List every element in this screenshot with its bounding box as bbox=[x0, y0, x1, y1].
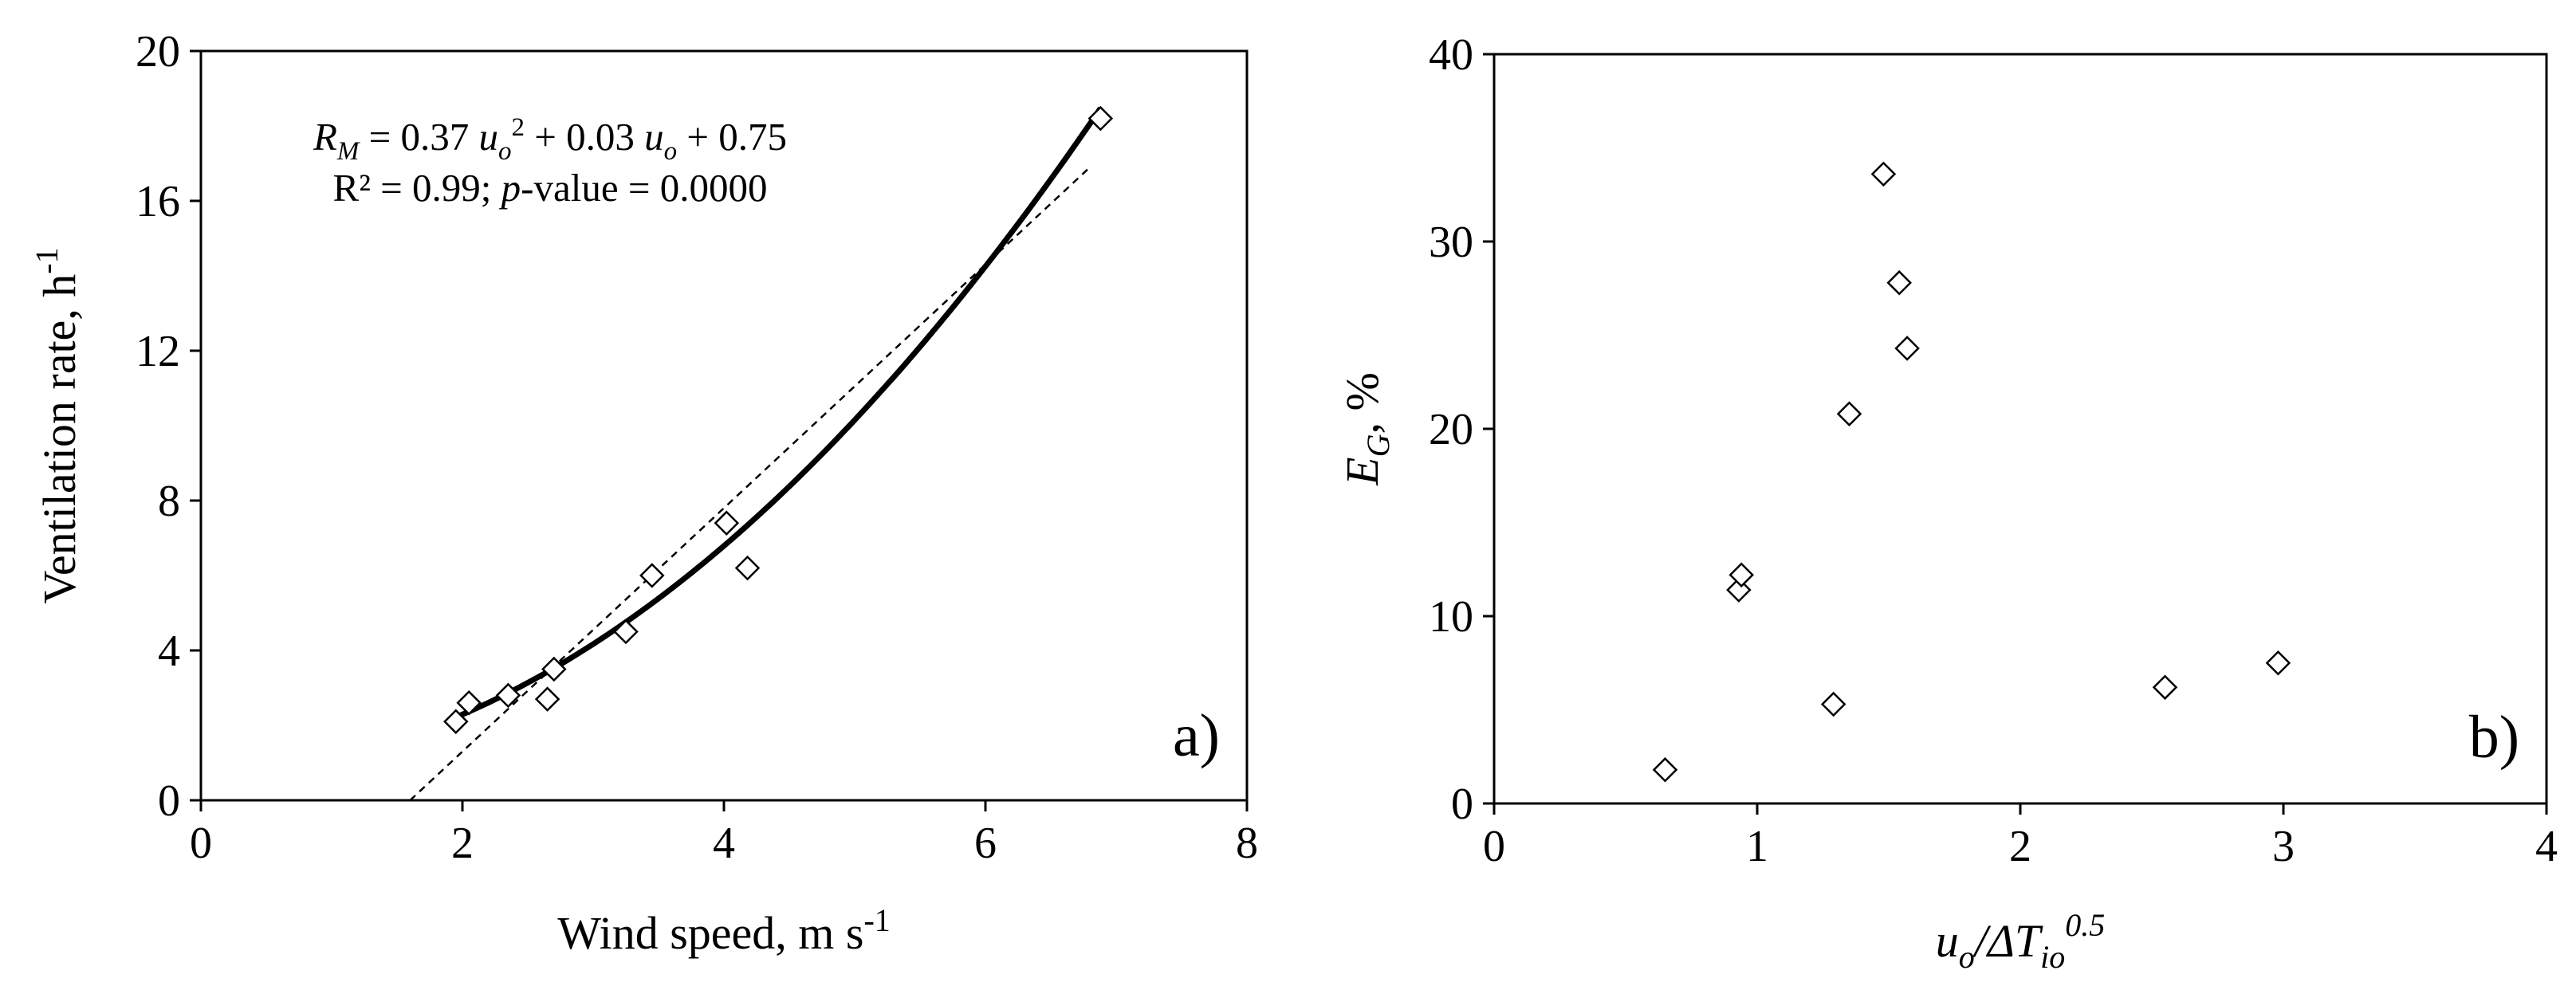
y-ticks-b: 0 10 20 30 40 bbox=[1429, 30, 1494, 829]
y-tick-label: 0 bbox=[158, 776, 180, 826]
y-tick-label: 8 bbox=[158, 477, 180, 526]
data-point-marker bbox=[443, 709, 469, 735]
x-tick-label: 8 bbox=[1236, 819, 1258, 868]
x-ticks-b: 0 1 2 3 4 bbox=[1483, 803, 2558, 871]
data-point-marker bbox=[2152, 674, 2178, 701]
x-axis-label-a: Wind speed, m s-1 bbox=[557, 902, 891, 959]
y-tick-label: 12 bbox=[136, 327, 180, 376]
data-point-marker bbox=[1087, 105, 1114, 132]
y-axis-label-b: EG, % bbox=[1336, 372, 1396, 486]
x-tick-label: 0 bbox=[1483, 822, 1505, 871]
data-points-a bbox=[443, 105, 1114, 735]
y-axis-label-a: Ventilation rate, h-1 bbox=[29, 247, 85, 603]
x-tick-label: 0 bbox=[190, 819, 212, 868]
data-point-marker bbox=[639, 563, 665, 588]
data-point-marker bbox=[613, 619, 639, 645]
y-ticks-a: 0 4 8 12 16 20 bbox=[136, 27, 201, 826]
data-point-marker bbox=[1886, 269, 1912, 296]
data-points-b bbox=[1652, 161, 2291, 783]
panel-b: 0 10 20 30 40 0 1 2 3 4 b) uo/ΔTio0.5 EG, % bbox=[1336, 30, 2558, 975]
x-tick-label: 1 bbox=[1746, 822, 1768, 871]
data-point-marker bbox=[2265, 650, 2291, 676]
x-ticks-a: 0 2 4 6 8 bbox=[190, 800, 1258, 868]
data-point-marker bbox=[714, 510, 740, 536]
panel-label-a: a) bbox=[1173, 702, 1220, 769]
regression-equation: RM = 0.37 uo2 + 0.03 uo + 0.75 bbox=[313, 113, 787, 166]
panel-label-b: b) bbox=[2469, 704, 2519, 771]
y-tick-label: 20 bbox=[136, 27, 180, 77]
y-tick-label: 40 bbox=[1429, 30, 1473, 80]
x-tick-label: 2 bbox=[2009, 822, 2031, 871]
polynomial-fit-curve bbox=[454, 106, 1103, 721]
y-tick-label: 16 bbox=[136, 177, 180, 226]
data-point-marker bbox=[541, 656, 567, 682]
y-tick-label: 20 bbox=[1429, 405, 1473, 454]
data-point-marker bbox=[1820, 691, 1846, 717]
x-tick-label: 4 bbox=[713, 819, 735, 868]
data-point-marker bbox=[1894, 336, 1920, 361]
data-point-marker bbox=[456, 690, 482, 716]
x-tick-label: 6 bbox=[974, 819, 997, 868]
panel-a: 0 4 8 12 16 20 0 2 4 6 8 RM = 0.37 uo2 + 0.03 uo … bbox=[29, 27, 1258, 959]
data-point-marker bbox=[1652, 756, 1678, 783]
y-tick-label: 4 bbox=[158, 627, 180, 676]
x-tick-label: 4 bbox=[2535, 822, 2558, 871]
r-squared-annotation: R² = 0.99; p-value = 0.0000 bbox=[333, 166, 768, 210]
linear-trendline bbox=[409, 166, 1091, 801]
data-point-marker bbox=[495, 682, 521, 709]
x-tick-label: 2 bbox=[451, 819, 474, 868]
x-axis-label-b: uo/ΔTio0.5 bbox=[1936, 907, 2106, 975]
y-tick-label: 30 bbox=[1429, 218, 1473, 267]
x-tick-label: 3 bbox=[2272, 822, 2295, 871]
data-point-marker bbox=[1728, 562, 1754, 588]
data-point-marker bbox=[734, 555, 761, 581]
data-point-marker bbox=[534, 686, 560, 712]
data-point-marker bbox=[1836, 401, 1862, 426]
y-tick-label: 10 bbox=[1429, 592, 1473, 642]
y-tick-label: 0 bbox=[1451, 780, 1473, 829]
data-point-marker bbox=[1870, 161, 1897, 187]
